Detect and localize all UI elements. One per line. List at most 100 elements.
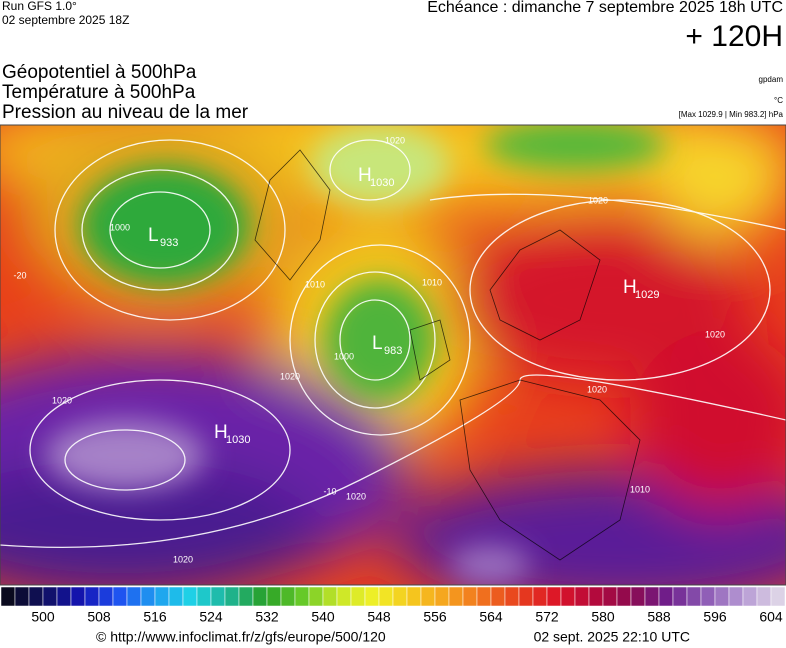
source: © http://www.infoclimat.fr/z/gfs/europe/… xyxy=(96,629,386,645)
colorbar-cell xyxy=(112,586,128,607)
colorbar-cell xyxy=(518,586,534,607)
center-value: 983 xyxy=(384,345,402,357)
center-letter: L xyxy=(148,225,159,246)
map-frame xyxy=(0,124,786,586)
center-value: 1030 xyxy=(370,177,394,189)
center-letter: H xyxy=(358,165,372,186)
contour-label: 1000 xyxy=(110,222,130,232)
colorbar-cell xyxy=(490,586,506,607)
unit: °C xyxy=(774,96,783,105)
contour-label: 1020 xyxy=(588,195,608,205)
colorbar-tick-label: 572 xyxy=(535,609,559,625)
colorbar-cell xyxy=(420,586,436,607)
colorbar-cell xyxy=(126,586,142,607)
title: Géopotentiel à 500hPa xyxy=(2,62,197,83)
echeance: Echéance : dimanche 7 septembre 2025 18h… xyxy=(427,0,783,16)
colorbar-tick-label: 588 xyxy=(647,609,671,625)
colorbar-tick-label: 508 xyxy=(87,609,111,625)
colorbar-cell xyxy=(210,586,226,607)
colorbar-cell xyxy=(350,586,366,607)
contour-label: -10 xyxy=(323,486,336,496)
colorbar-cell xyxy=(700,586,716,607)
colorbar-cell xyxy=(728,586,744,607)
colorbar-cell xyxy=(602,586,618,607)
colorbar-cell xyxy=(616,586,632,607)
colorbar-cell xyxy=(756,586,772,607)
colorbar-cell xyxy=(392,586,408,607)
colorbar-cell xyxy=(84,586,100,607)
colorbar-cell xyxy=(560,586,576,607)
colorbar-cell xyxy=(588,586,604,607)
colorbar-cell xyxy=(406,586,422,607)
center-letter: H xyxy=(623,277,637,298)
colorbar-cell xyxy=(742,586,758,607)
colorbar-cell xyxy=(98,586,114,607)
colorbar-cell xyxy=(252,586,268,607)
colorbar-cell xyxy=(672,586,688,607)
colorbar-cell xyxy=(714,586,730,607)
colorbar-cell xyxy=(28,586,44,607)
colorbar-cell xyxy=(378,586,394,607)
colorbar-tick-label: 580 xyxy=(591,609,615,625)
colorbar-tick-label: 532 xyxy=(255,609,279,625)
contour-label: 1020 xyxy=(280,371,300,381)
colorbar-tick-label: 548 xyxy=(367,609,391,625)
colorbar-cell xyxy=(42,586,58,607)
contour-label: 1020 xyxy=(385,135,405,145)
unit: gpdam xyxy=(759,75,784,84)
contour-label: -20 xyxy=(13,270,26,280)
colorbar-cell xyxy=(476,586,492,607)
colorbar-tick-label: 596 xyxy=(703,609,727,625)
colorbar-cell xyxy=(280,586,296,607)
colorbar-cell xyxy=(574,586,590,607)
contour-label: 1010 xyxy=(630,484,650,494)
colorbar-cell xyxy=(70,586,86,607)
colorbar-cell xyxy=(336,586,352,607)
title: Température à 500hPa xyxy=(2,82,196,103)
title: Pression au niveau de la mer xyxy=(2,102,249,123)
lead-time: + 120H xyxy=(685,20,783,53)
colorbar-tick-label: 564 xyxy=(479,609,503,625)
timestamp: 02 sept. 2025 22:10 UTC xyxy=(534,629,690,645)
colorbar-tick-label: 516 xyxy=(143,609,167,625)
contour-label: 1010 xyxy=(422,277,442,287)
colorbar-cell xyxy=(686,586,702,607)
colorbar-cell xyxy=(266,586,282,607)
colorbar-cell xyxy=(308,586,324,607)
center-letter: L xyxy=(372,333,383,354)
colorbar-cell xyxy=(294,586,310,607)
colorbar-cell xyxy=(154,586,170,607)
colorbar-cell xyxy=(0,586,16,607)
colorbar-tick-label: 500 xyxy=(31,609,55,625)
colorbar-cell xyxy=(322,586,338,607)
colorbar-cell xyxy=(196,586,212,607)
colorbar-cell xyxy=(630,586,646,607)
colorbar-cell xyxy=(168,586,184,607)
colorbar-cell xyxy=(182,586,198,607)
colorbar-cell xyxy=(532,586,548,607)
colorbar-cell xyxy=(644,586,660,607)
colorbar-cell xyxy=(14,586,30,607)
colorbar-cell xyxy=(546,586,562,607)
colorbar-cell xyxy=(658,586,674,607)
contour-label: 1020 xyxy=(173,554,193,564)
colorbar-tick-label: 556 xyxy=(423,609,447,625)
colorbar-cell xyxy=(364,586,380,607)
unit: [Max 1029.9 | Min 983.2] hPa xyxy=(679,110,784,119)
colorbar-tick-label: 604 xyxy=(759,609,783,625)
colorbar-cell xyxy=(770,586,786,607)
contour-label: 1000 xyxy=(334,351,354,361)
run-label: Run GFS 1.0° xyxy=(2,0,77,13)
center-letter: H xyxy=(214,422,228,443)
colorbar-cell xyxy=(224,586,240,607)
center-value: 1029 xyxy=(635,289,659,301)
colorbar-cell xyxy=(504,586,520,607)
contour-label: 1020 xyxy=(587,384,607,394)
colorbar-cell xyxy=(56,586,72,607)
colorbar-cell xyxy=(448,586,464,607)
colorbar-cell xyxy=(238,586,254,607)
colorbar-cell xyxy=(434,586,450,607)
colorbar-cell xyxy=(462,586,478,607)
colorbar: 500 508 516 524 532 540 548 556 564 572 580 588 596 6… xyxy=(0,586,786,625)
